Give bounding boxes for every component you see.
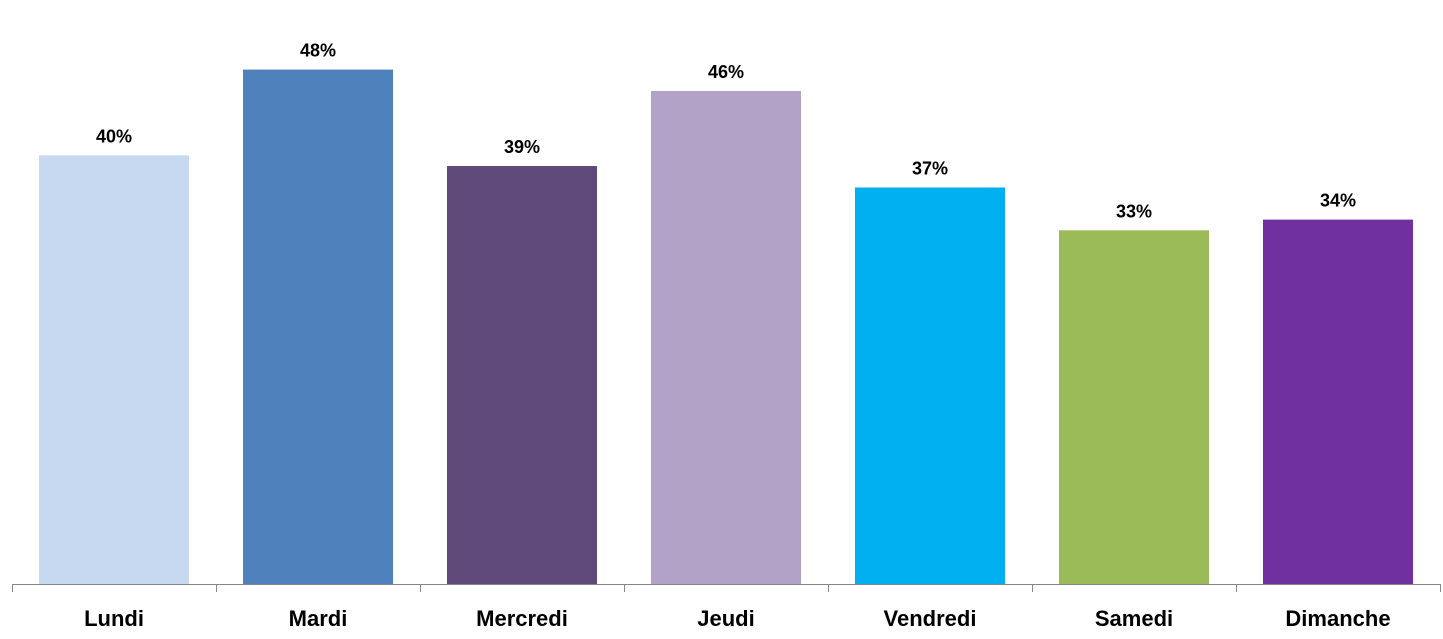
value-label-dimanche: 34% [1320, 191, 1356, 211]
value-label-mardi: 48% [300, 41, 336, 61]
bar-mardi [243, 69, 393, 585]
value-label-vendredi: 37% [912, 158, 948, 178]
bars-layer [39, 69, 1413, 585]
category-label-jeudi: Jeudi [697, 606, 754, 631]
bar-dimanche [1263, 219, 1413, 585]
category-label-mercredi: Mercredi [476, 606, 568, 631]
category-labels-layer: Lundi Mardi Mercredi Jeudi Vendredi Samedi Dim… [84, 606, 1391, 631]
category-label-vendredi: Vendredi [884, 606, 977, 631]
bar-samedi [1059, 230, 1209, 584]
value-label-jeudi: 46% [708, 62, 744, 82]
value-labels-layer: 40% 48% 39% 46% 37% 33% 34% [96, 41, 1356, 222]
value-label-mercredi: 39% [504, 137, 540, 157]
bar-jeudi [651, 91, 801, 585]
category-label-samedi: Samedi [1095, 606, 1173, 631]
category-label-dimanche: Dimanche [1285, 606, 1390, 631]
category-label-mardi: Mardi [289, 606, 348, 631]
value-label-samedi: 33% [1116, 201, 1152, 221]
value-label-lundi: 40% [96, 126, 132, 146]
category-label-lundi: Lundi [84, 606, 144, 631]
bar-vendredi [855, 187, 1005, 585]
bar-mercredi [447, 166, 597, 585]
bar-lundi [39, 155, 189, 585]
x-axis [12, 584, 1441, 592]
